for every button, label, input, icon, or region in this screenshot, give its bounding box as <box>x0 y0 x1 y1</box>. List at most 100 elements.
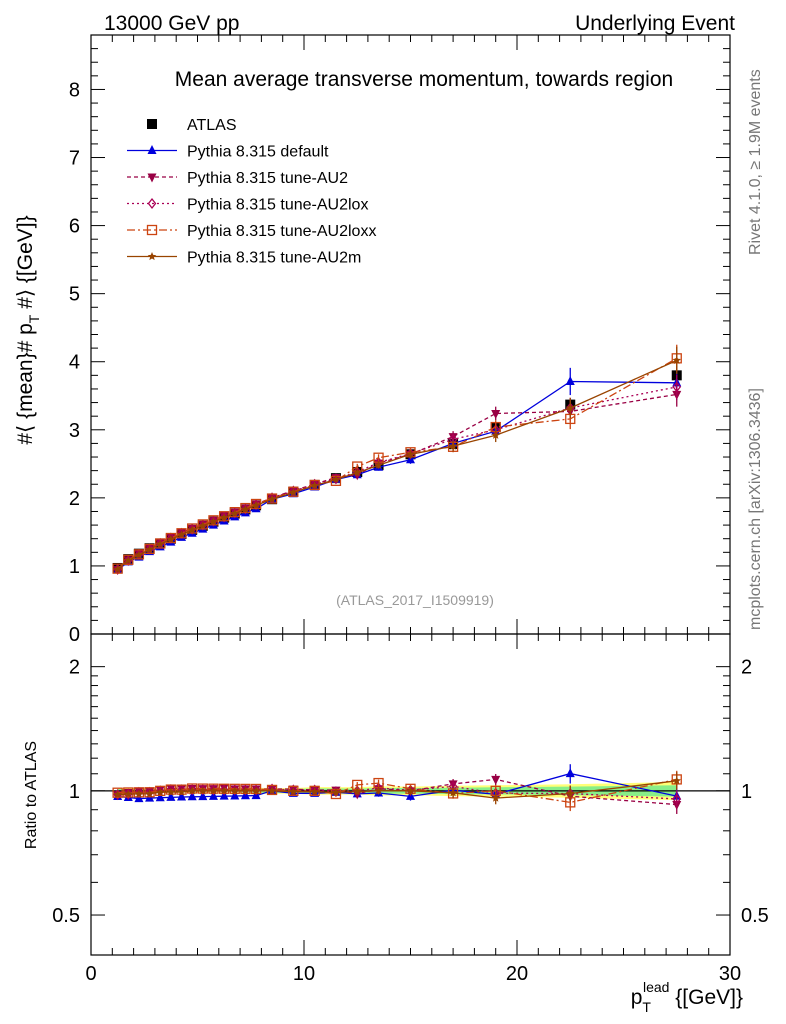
ratio-y-tick-label-right: 2 <box>741 657 752 679</box>
data-point-au2m <box>113 564 122 573</box>
data-point-au2lox <box>219 511 229 523</box>
ratio-point-au2 <box>491 775 501 785</box>
ratio-point-au2m <box>352 787 362 796</box>
ratio-point-au2lox <box>289 784 298 796</box>
ratio-point-au2m <box>331 787 341 797</box>
y-tick-label: 7 <box>69 148 80 170</box>
ratio-y-tick-label: 1 <box>69 781 80 803</box>
main-axes: 0 1 2 3 4 5 6 7 8 <box>69 34 731 646</box>
legend-marker-au2loxx <box>146 224 158 236</box>
x-axis-label: pTlead {[GeV]} <box>631 979 743 1015</box>
data-point-au2m <box>565 403 575 412</box>
legend-marker-au2lox <box>147 197 157 210</box>
legend-label-atlas: ATLAS <box>187 117 237 134</box>
legend-label-au2: Pythia 8.315 tune-AU2 <box>187 170 348 187</box>
ratio-point-au2m <box>187 786 197 795</box>
legend-marker-default <box>147 145 157 154</box>
ratio-point-au2m <box>251 786 261 795</box>
ratio-point-au2m <box>565 789 575 798</box>
ratio-series-au2m <box>113 772 682 805</box>
ratio-y-tick-label-right: 1 <box>741 781 752 803</box>
data-point-au2 <box>491 409 501 419</box>
ratio-point-au2m <box>219 786 229 795</box>
series-line-au2m <box>117 359 678 570</box>
ratio-point-au2loxx <box>266 784 278 796</box>
data-point-au2m <box>672 355 682 365</box>
x-tick-label: 30 <box>719 963 741 985</box>
data-point-au2m <box>310 481 319 490</box>
y-tick-label: 5 <box>69 284 80 306</box>
data-point-au2lox <box>267 492 277 504</box>
ratio-point-au2m <box>209 786 218 795</box>
ratio-y-tick-label: 0.5 <box>52 905 80 927</box>
data-point-au2loxx <box>123 554 134 565</box>
data-point-au2loxx <box>288 486 299 497</box>
ratio-point-au2loxx <box>197 783 208 794</box>
data-point-au2m <box>491 430 500 439</box>
ratio-point-default <box>177 791 187 801</box>
x-label-sub: T <box>642 999 651 1015</box>
series-au2lox <box>113 374 682 575</box>
ratio-panel: Ratio to ATLAS 0.5 0.51 12 20 10 20 30 <box>23 633 769 985</box>
ratio-point-au2loxx <box>309 785 320 796</box>
data-point-au2lox <box>310 478 319 490</box>
legend: ATLAS Pythia 8.315 default Pythia 8.315 tu… <box>127 117 376 267</box>
data-point-default <box>565 375 575 385</box>
data-point-au2m <box>331 474 341 484</box>
data-point-au2lox <box>672 381 682 393</box>
data-point-au2m <box>352 468 362 477</box>
data-point-au2m <box>230 509 240 518</box>
data-point-au2lox <box>289 485 298 497</box>
data-point-au2m <box>374 460 383 469</box>
header-left: 13000 GeV pp <box>104 12 239 35</box>
ratio-series <box>112 764 682 814</box>
ratio-y-tick-label-right: 0.5 <box>741 905 769 927</box>
x-label-tail: {[GeV]} <box>669 986 743 1009</box>
data-point-au2m <box>251 500 261 509</box>
main-panel: Mean average transverse momentum, toward… <box>14 34 731 646</box>
ratio-point-default <box>155 792 165 802</box>
data-point-au2m <box>219 513 229 522</box>
y-tick-label: 2 <box>69 488 80 510</box>
ratio-point-au2loxx <box>229 783 240 794</box>
rivet-label: Rivet 4.1.0, ≥ 1.9M events <box>747 69 764 255</box>
ratio-point-au2loxx <box>240 783 251 795</box>
x-tick-label: 0 <box>85 963 96 985</box>
y-tick-label: 6 <box>69 216 80 238</box>
data-point-au2m <box>209 517 218 526</box>
ratio-point-au2loxx <box>112 787 123 798</box>
data-point-au2m <box>187 525 197 534</box>
ratio-point-au2loxx <box>208 783 219 794</box>
legend-label-au2loxx: Pythia 8.315 tune-AU2loxx <box>187 223 376 240</box>
data-point-au2loxx <box>133 549 145 560</box>
series-line-au2 <box>117 393 677 570</box>
ratio-point-au2loxx <box>250 783 262 795</box>
ratio-axes: 0.5 0.51 12 20 10 20 30 <box>52 634 769 985</box>
ratio-point-au2m <box>310 787 319 796</box>
ratio-point-au2m <box>289 787 298 796</box>
legend-label-au2m: Pythia 8.315 tune-AU2m <box>187 250 361 267</box>
chart-title: Mean average transverse momentum, toward… <box>175 68 673 91</box>
data-point-au2m <box>134 550 144 559</box>
ratio-point-au2loxx <box>144 787 155 798</box>
ratio-point-au2m <box>672 776 682 785</box>
ratio-point-au2loxx <box>218 783 230 794</box>
ratio-point-default <box>198 791 208 801</box>
data-point-au2m <box>241 504 250 514</box>
y-tick-label: 3 <box>69 420 80 442</box>
ratio-point-au2m <box>241 786 250 795</box>
data-point-au2m <box>289 487 298 497</box>
ratio-point-au2lox <box>219 784 229 796</box>
x-tick-label: 10 <box>293 963 315 985</box>
data-point-au2m <box>177 530 186 539</box>
x-tick-label: 20 <box>506 963 528 985</box>
y-label-tail: #⟩ {[GeV]} <box>14 215 37 314</box>
series-line-au2lox <box>117 386 677 570</box>
data-point-au2loxx <box>266 493 278 504</box>
y-axis-label: #⟨ {mean}# pT #⟩ {[GeV]} <box>14 215 42 444</box>
data-point-au2lox <box>209 515 218 527</box>
data-point-au2lox <box>331 473 341 485</box>
data-point-au2m <box>448 441 458 450</box>
x-label-main: p <box>631 986 643 1009</box>
